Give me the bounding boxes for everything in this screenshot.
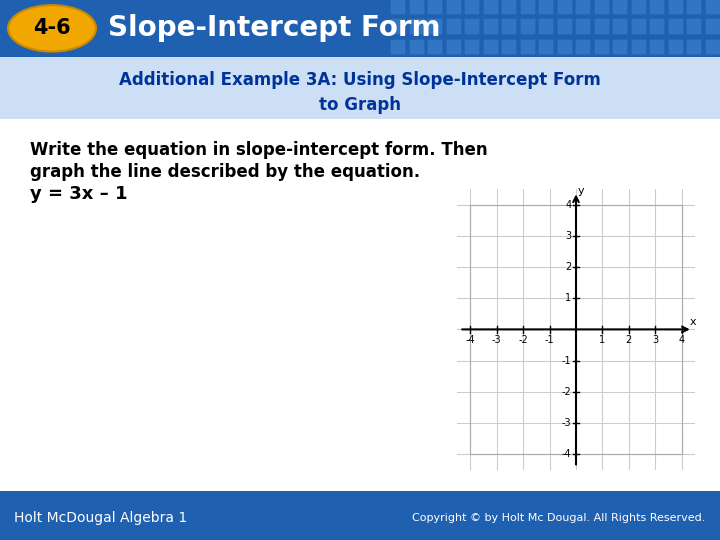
Text: -2: -2 bbox=[562, 387, 571, 397]
FancyBboxPatch shape bbox=[593, 0, 608, 14]
FancyBboxPatch shape bbox=[686, 18, 701, 34]
FancyBboxPatch shape bbox=[408, 38, 423, 55]
FancyBboxPatch shape bbox=[482, 0, 498, 14]
Text: 2: 2 bbox=[626, 335, 632, 345]
FancyBboxPatch shape bbox=[631, 18, 646, 34]
FancyBboxPatch shape bbox=[464, 38, 479, 55]
FancyBboxPatch shape bbox=[520, 18, 534, 34]
FancyBboxPatch shape bbox=[446, 38, 461, 55]
FancyBboxPatch shape bbox=[667, 38, 683, 55]
FancyBboxPatch shape bbox=[649, 18, 664, 34]
FancyBboxPatch shape bbox=[520, 0, 534, 14]
Text: y: y bbox=[578, 186, 585, 196]
Text: -3: -3 bbox=[562, 418, 571, 428]
Text: -4: -4 bbox=[466, 335, 475, 345]
Text: Slope-Intercept Form: Slope-Intercept Form bbox=[108, 15, 441, 42]
FancyBboxPatch shape bbox=[408, 0, 423, 14]
Text: Additional Example 3A: Using Slope-Intercept Form: Additional Example 3A: Using Slope-Inter… bbox=[119, 71, 601, 89]
FancyBboxPatch shape bbox=[482, 38, 498, 55]
Text: -2: -2 bbox=[518, 335, 528, 345]
Text: x: x bbox=[690, 317, 696, 327]
FancyBboxPatch shape bbox=[427, 0, 442, 14]
FancyBboxPatch shape bbox=[538, 38, 553, 55]
FancyBboxPatch shape bbox=[427, 38, 442, 55]
FancyBboxPatch shape bbox=[667, 18, 683, 34]
FancyBboxPatch shape bbox=[520, 38, 534, 55]
FancyBboxPatch shape bbox=[575, 0, 590, 14]
Text: 1: 1 bbox=[565, 293, 571, 303]
Text: 4: 4 bbox=[565, 200, 571, 210]
Text: 2: 2 bbox=[565, 262, 571, 272]
FancyBboxPatch shape bbox=[667, 0, 683, 14]
FancyBboxPatch shape bbox=[649, 38, 664, 55]
FancyBboxPatch shape bbox=[557, 0, 572, 14]
Text: to Graph: to Graph bbox=[319, 96, 401, 114]
FancyBboxPatch shape bbox=[704, 18, 719, 34]
Text: -3: -3 bbox=[492, 335, 502, 345]
FancyBboxPatch shape bbox=[686, 38, 701, 55]
FancyBboxPatch shape bbox=[538, 0, 553, 14]
Text: -4: -4 bbox=[562, 449, 571, 459]
FancyBboxPatch shape bbox=[593, 38, 608, 55]
Ellipse shape bbox=[8, 5, 96, 52]
Text: 1: 1 bbox=[599, 335, 606, 345]
FancyBboxPatch shape bbox=[446, 0, 461, 14]
FancyBboxPatch shape bbox=[464, 18, 479, 34]
FancyBboxPatch shape bbox=[593, 18, 608, 34]
Text: 4-6: 4-6 bbox=[33, 18, 71, 38]
FancyBboxPatch shape bbox=[501, 0, 516, 14]
FancyBboxPatch shape bbox=[501, 18, 516, 34]
FancyBboxPatch shape bbox=[557, 18, 572, 34]
FancyBboxPatch shape bbox=[446, 18, 461, 34]
FancyBboxPatch shape bbox=[482, 18, 498, 34]
FancyBboxPatch shape bbox=[704, 38, 719, 55]
Text: y = 3x – 1: y = 3x – 1 bbox=[30, 185, 127, 203]
FancyBboxPatch shape bbox=[408, 18, 423, 34]
FancyBboxPatch shape bbox=[390, 38, 405, 55]
Text: -1: -1 bbox=[545, 335, 554, 345]
FancyBboxPatch shape bbox=[631, 38, 646, 55]
FancyBboxPatch shape bbox=[704, 0, 719, 14]
FancyBboxPatch shape bbox=[390, 0, 405, 14]
FancyBboxPatch shape bbox=[557, 38, 572, 55]
FancyBboxPatch shape bbox=[612, 18, 627, 34]
FancyBboxPatch shape bbox=[538, 18, 553, 34]
Text: Copyright © by Holt Mc Dougal. All Rights Reserved.: Copyright © by Holt Mc Dougal. All Right… bbox=[413, 513, 706, 523]
Text: Holt McDougal Algebra 1: Holt McDougal Algebra 1 bbox=[14, 511, 188, 525]
Text: -1: -1 bbox=[562, 356, 571, 366]
FancyBboxPatch shape bbox=[427, 18, 442, 34]
FancyBboxPatch shape bbox=[612, 0, 627, 14]
FancyBboxPatch shape bbox=[649, 0, 664, 14]
Text: 4: 4 bbox=[678, 335, 685, 345]
Text: graph the line described by the equation.: graph the line described by the equation… bbox=[30, 163, 420, 181]
FancyBboxPatch shape bbox=[0, 57, 720, 119]
FancyBboxPatch shape bbox=[575, 18, 590, 34]
FancyBboxPatch shape bbox=[575, 38, 590, 55]
FancyBboxPatch shape bbox=[390, 18, 405, 34]
FancyBboxPatch shape bbox=[501, 38, 516, 55]
FancyBboxPatch shape bbox=[686, 0, 701, 14]
FancyBboxPatch shape bbox=[612, 38, 627, 55]
Text: Write the equation in slope-intercept form. Then: Write the equation in slope-intercept fo… bbox=[30, 141, 487, 159]
Text: 3: 3 bbox=[565, 231, 571, 241]
FancyBboxPatch shape bbox=[0, 0, 720, 57]
Text: 3: 3 bbox=[652, 335, 658, 345]
FancyBboxPatch shape bbox=[0, 491, 720, 540]
FancyBboxPatch shape bbox=[464, 0, 479, 14]
FancyBboxPatch shape bbox=[631, 0, 646, 14]
